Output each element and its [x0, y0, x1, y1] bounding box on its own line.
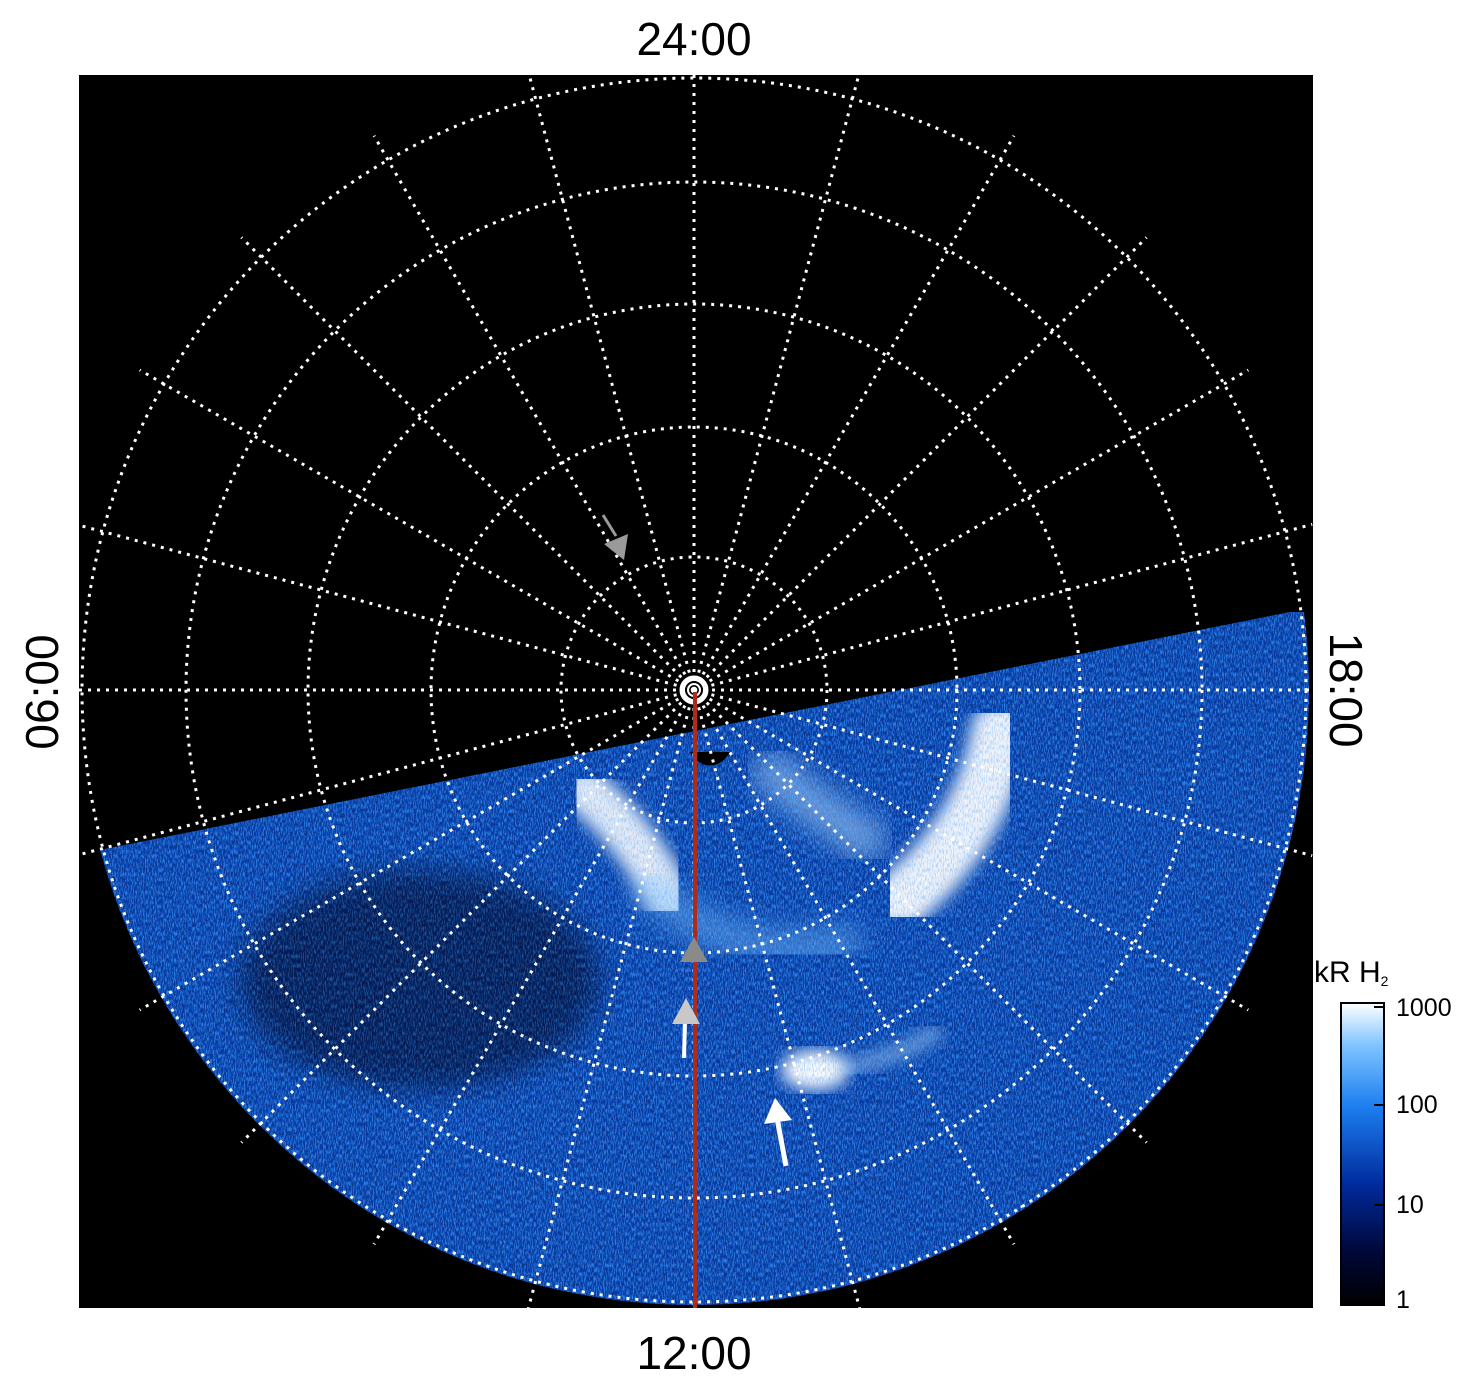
grid-spoke — [372, 134, 696, 691]
arrow-icon — [764, 1098, 792, 1167]
grid-spoke — [138, 688, 695, 1012]
arrow-icon — [672, 998, 700, 1059]
local-time-label-right: 18:00 — [1320, 632, 1372, 748]
grid-spoke — [693, 368, 1250, 692]
grid-spoke — [693, 522, 1313, 692]
grid-spoke — [692, 134, 1016, 691]
grid-circle — [184, 180, 1204, 1200]
colorbar-tick-label: 1 — [1396, 1286, 1410, 1314]
grid-spoke — [240, 236, 696, 692]
arrow-icon — [601, 514, 628, 560]
grid-spoke — [372, 689, 696, 1246]
colorbar-unit-subscript: 2 — [1380, 973, 1389, 989]
colorbar — [1340, 1002, 1385, 1306]
colorbar-unit-label: kR H2 — [1314, 956, 1388, 990]
grid-spoke — [692, 689, 1016, 1246]
colorbar-unit-text: kR H — [1314, 956, 1381, 989]
grid-spoke — [527, 75, 696, 691]
grid-spoke — [692, 688, 1148, 1144]
colorbar-tick-label: 1000 — [1396, 994, 1452, 1022]
grid-spoke — [79, 523, 695, 692]
grid-circle — [306, 302, 1082, 1078]
triangle-marker-icon — [680, 937, 708, 962]
colorbar-tick-label: 10 — [1396, 1191, 1424, 1219]
polar-grid — [79, 75, 1313, 1308]
grid-spoke — [79, 688, 695, 857]
colorbar-tick-label: 100 — [1396, 1091, 1438, 1119]
grid-spoke — [693, 688, 1313, 858]
grid-spoke — [693, 688, 1250, 1012]
grid-spoke — [240, 688, 696, 1144]
local-time-label-left: 06:00 — [16, 634, 68, 750]
grid-spoke — [692, 236, 1148, 692]
grid-spoke — [526, 689, 696, 1308]
grid-spoke — [138, 368, 695, 692]
colorbar-gradient — [1340, 1002, 1385, 1306]
grid-spoke — [692, 75, 861, 691]
local-time-label-top: 24:00 — [636, 13, 752, 65]
grid-spoke — [692, 689, 862, 1308]
local-time-label-bottom: 12:00 — [636, 1327, 752, 1379]
